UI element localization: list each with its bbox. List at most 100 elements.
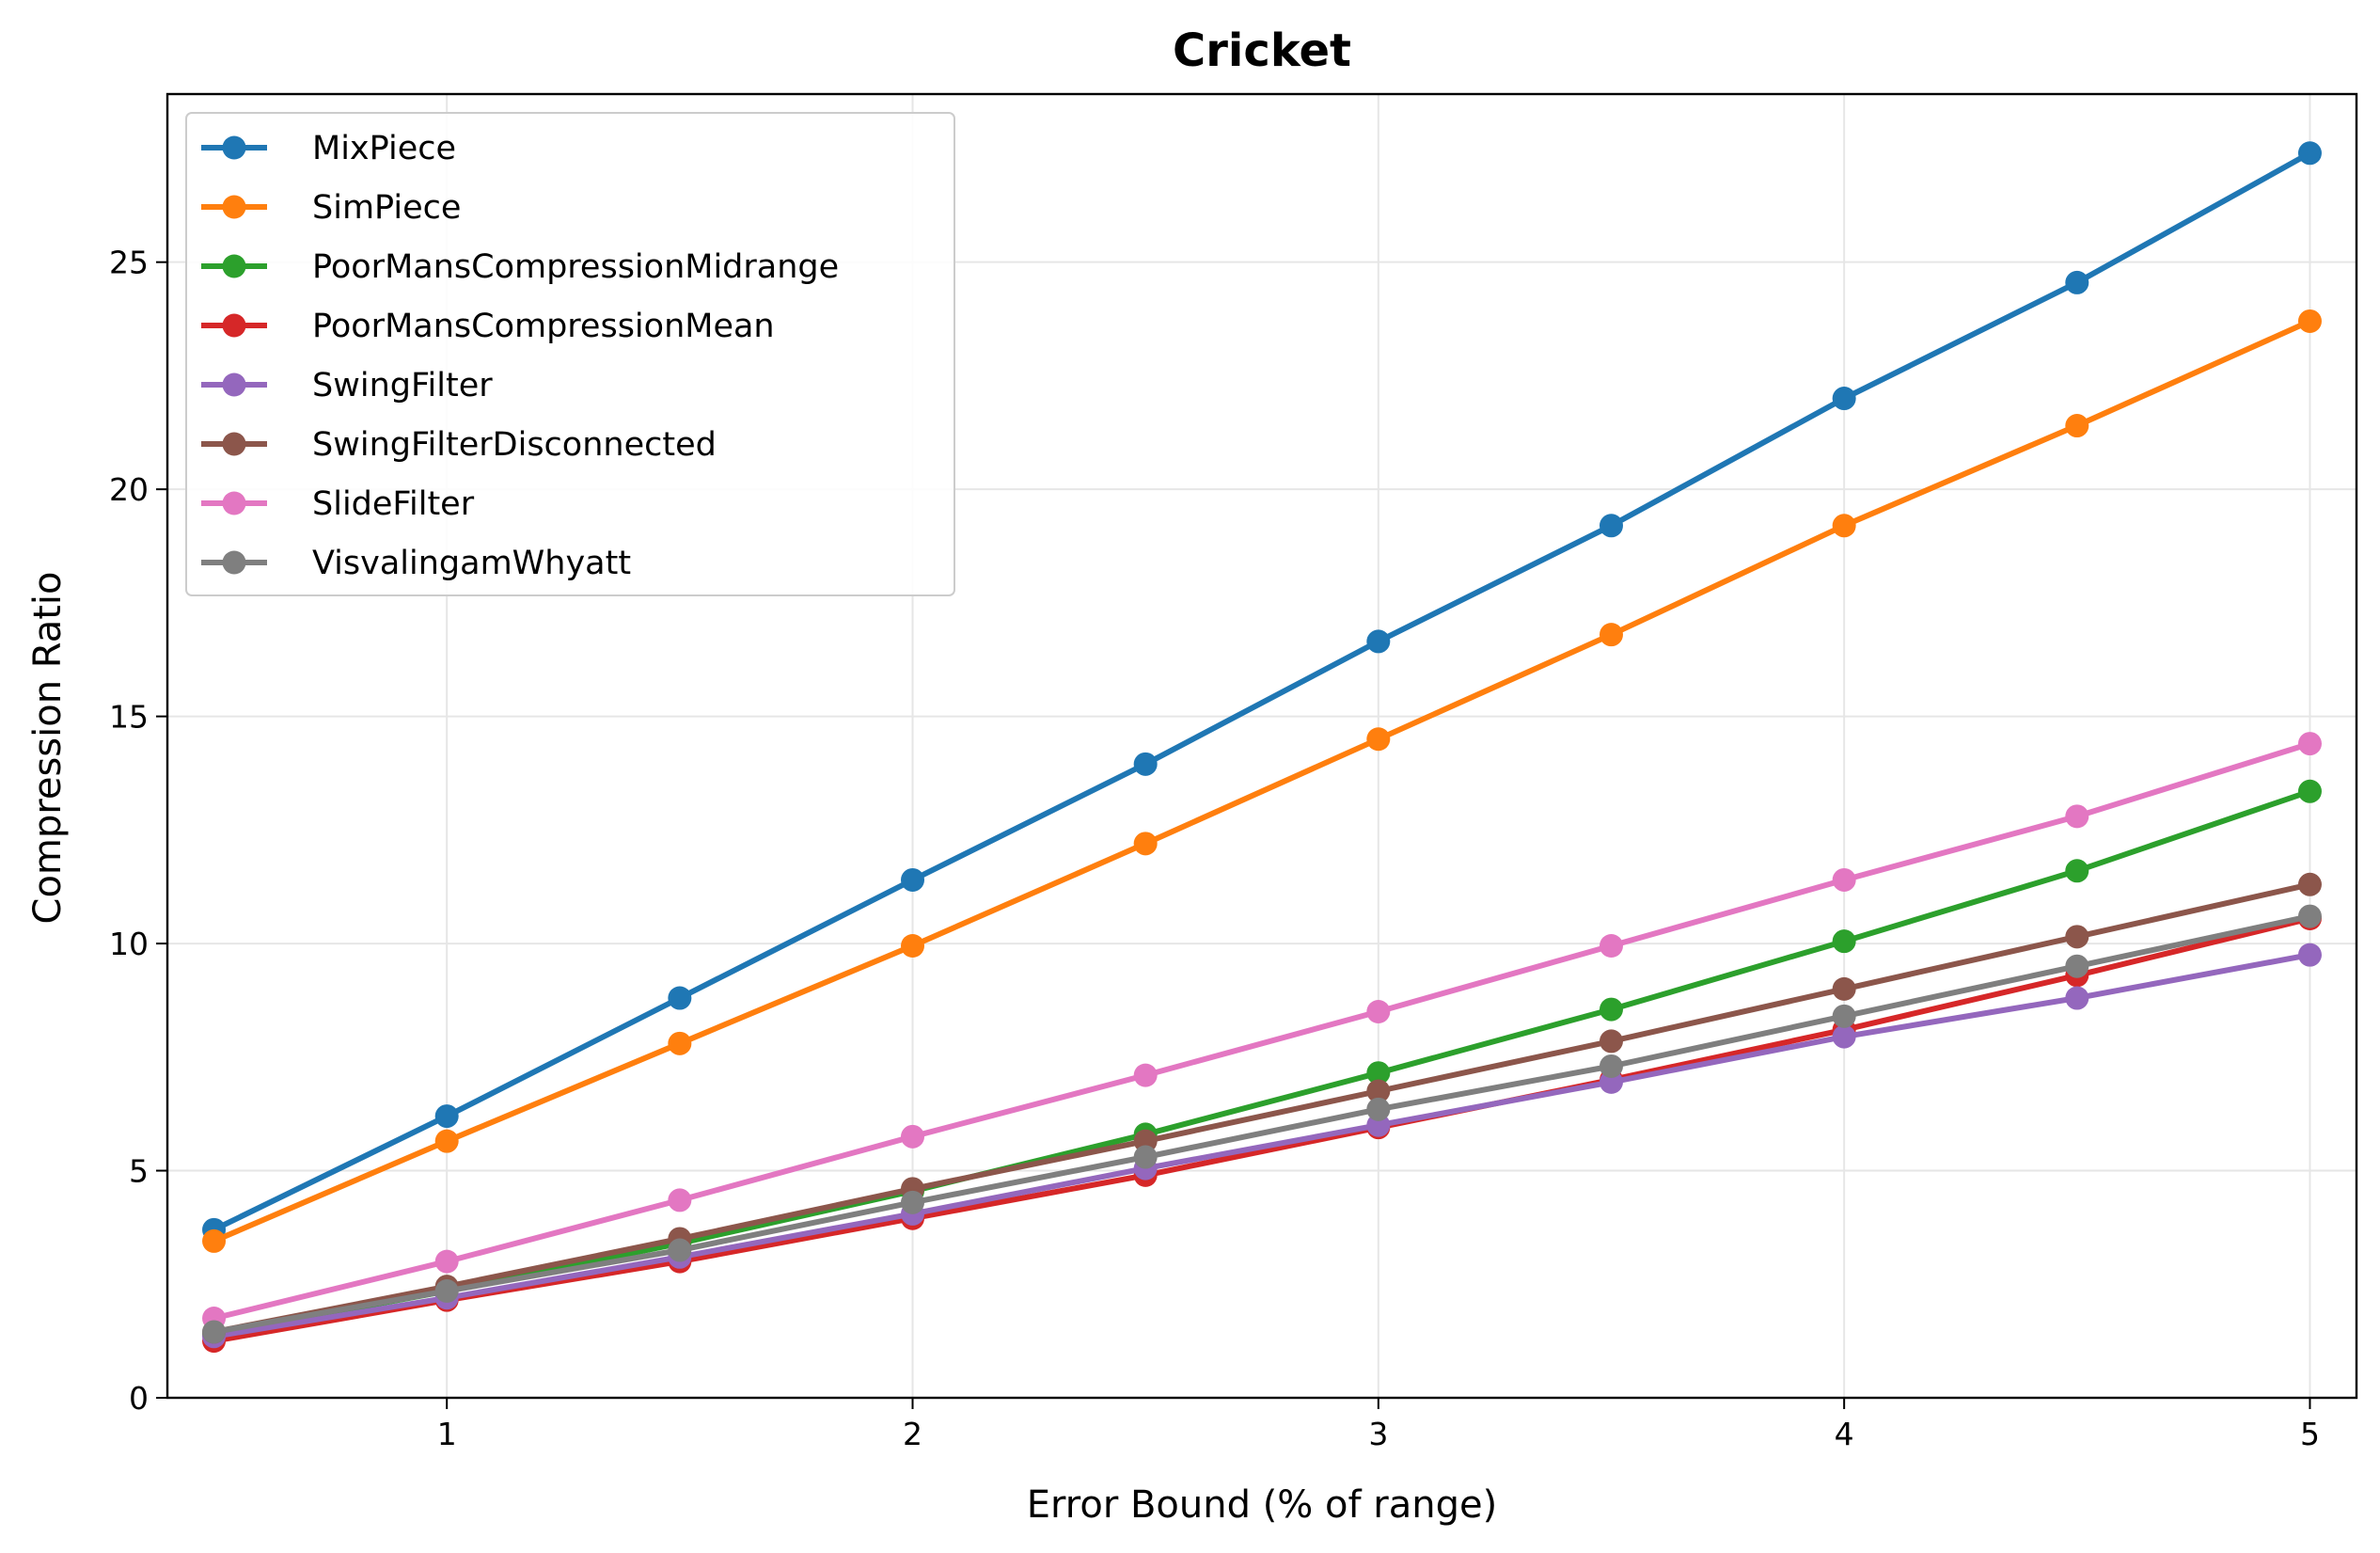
series-slidefilter: [202, 732, 2322, 1330]
legend-item: PoorMansCompressionMean: [201, 308, 775, 345]
data-point: [434, 1129, 459, 1153]
legend-swatch-marker: [222, 313, 246, 338]
legend-label: SimPiece: [312, 189, 461, 227]
data-point: [1366, 1000, 1391, 1024]
legend-item: SwingFilterDisconnected: [201, 426, 717, 464]
legend-box: [185, 112, 955, 596]
data-point: [1366, 1097, 1391, 1121]
y-tick-label: 10: [109, 926, 149, 962]
data-point: [434, 1249, 459, 1274]
axis-ticks: 1 2 3 4 5 0 5 10 15 20 25: [109, 245, 2320, 1452]
data-point: [2065, 804, 2089, 829]
y-tick-label: 5: [129, 1153, 149, 1190]
data-point: [1133, 1063, 1158, 1087]
data-point: [1599, 1054, 1623, 1078]
series-line-slidefilter: [211, 740, 2313, 1322]
y-tick-label: 20: [109, 471, 149, 508]
legend-swatch-marker: [222, 135, 246, 160]
data-point: [2297, 779, 2322, 803]
y-tick-label: 15: [109, 699, 149, 736]
data-point: [1366, 629, 1391, 654]
series-visvalingamwhyatt: [202, 904, 2322, 1344]
plot-frame: [165, 92, 2358, 1400]
data-point: [1133, 1145, 1158, 1169]
legend-item: SlideFilter: [201, 485, 475, 523]
y-tick-label: 0: [129, 1380, 149, 1417]
data-point: [1366, 1061, 1391, 1086]
series-line-mixpiece: [211, 150, 2313, 1233]
data-point: [434, 1104, 459, 1129]
data-point: [202, 1228, 227, 1253]
data-point: [1599, 623, 1623, 647]
legend-swatch-marker: [222, 254, 246, 278]
data-point: [1366, 1079, 1391, 1103]
legend-label: SlideFilter: [312, 485, 475, 523]
legend-label: PoorMansCompressionMidrange: [312, 248, 839, 286]
data-point: [1832, 929, 1856, 954]
data-point: [1133, 832, 1158, 856]
x-tick-label: 2: [903, 1416, 922, 1452]
data-point: [1599, 514, 1623, 538]
legend-label: SwingFilterDisconnected: [312, 426, 717, 464]
data-point: [2297, 943, 2322, 967]
series-line-visvalingamwhyatt: [211, 913, 2313, 1335]
series-simpiece: [202, 309, 2322, 1253]
y-axis-label: Compression Ratio: [26, 572, 70, 925]
legend-swatch-marker: [222, 195, 246, 219]
data-point: [2065, 270, 2089, 294]
data-point: [2297, 904, 2322, 928]
data-point: [668, 1238, 692, 1262]
series-group: [202, 141, 2322, 1354]
legend-swatch-marker: [222, 432, 246, 456]
data-point: [901, 867, 925, 892]
legend-item: MixPiece: [201, 130, 456, 167]
data-point: [901, 933, 925, 958]
legend-item: PoorMansCompressionMidrange: [201, 248, 839, 286]
data-point: [2065, 925, 2089, 949]
legend-swatch-marker: [222, 550, 246, 575]
legend-label: SwingFilter: [312, 367, 493, 404]
series-line-poormanscompressionmean: [211, 915, 2313, 1344]
data-point: [2065, 859, 2089, 883]
data-point: [1599, 933, 1623, 958]
data-point: [434, 1279, 459, 1304]
data-point: [2297, 141, 2322, 166]
series-line-poormanscompressionmidrange: [211, 788, 2313, 1338]
data-point: [1133, 752, 1158, 776]
data-point: [1832, 514, 1856, 538]
data-point: [1599, 1029, 1623, 1054]
data-point: [901, 1190, 925, 1214]
series-line-simpiece: [211, 318, 2313, 1244]
data-point: [2065, 414, 2089, 438]
data-point: [1366, 727, 1391, 752]
x-tick-label: 4: [1835, 1416, 1854, 1452]
legend-label: PoorMansCompressionMean: [312, 308, 775, 345]
data-point: [668, 1188, 692, 1212]
data-point: [1832, 1024, 1856, 1049]
data-point: [1599, 997, 1623, 1022]
x-tick-label: 3: [1368, 1416, 1388, 1452]
legend-label: MixPiece: [312, 130, 456, 167]
chart-title: Cricket: [1173, 24, 1351, 77]
data-point: [2065, 986, 2089, 1010]
data-point: [901, 1124, 925, 1149]
series-line-swingfilter: [211, 952, 2313, 1339]
legend-label: VisvalingamWhyatt: [312, 545, 631, 582]
data-point: [2297, 732, 2322, 756]
x-axis-label: Error Bound (% of range): [1027, 1483, 1497, 1527]
x-tick-label: 5: [2300, 1416, 2320, 1452]
data-point: [202, 1320, 227, 1344]
data-point: [1832, 387, 1856, 411]
x-tick-label: 1: [437, 1416, 457, 1452]
data-point: [1832, 976, 1856, 1001]
legend: MixPiece SimPiece PoorMansCompressionMidra…: [185, 112, 955, 596]
series-line-swingfilterdisconnected: [211, 881, 2313, 1335]
legend-item: SimPiece: [201, 189, 461, 227]
data-point: [668, 986, 692, 1010]
legend-item: SwingFilter: [201, 367, 493, 404]
data-point: [1832, 867, 1856, 892]
data-point: [2065, 954, 2089, 978]
series-mixpiece: [202, 141, 2322, 1242]
legend-item: VisvalingamWhyatt: [201, 545, 631, 582]
